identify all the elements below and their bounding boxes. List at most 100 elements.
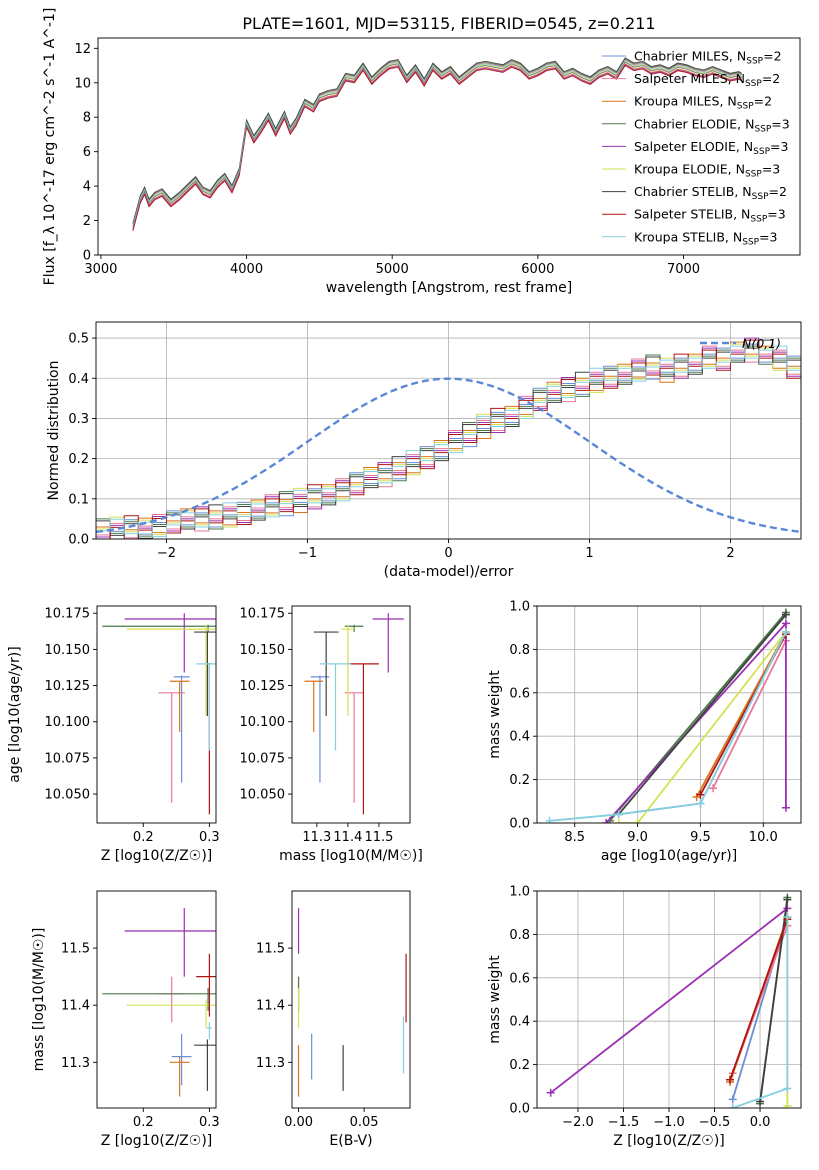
legend-label: Salpeter STELIB, NSSP=3: [634, 207, 786, 225]
model-spectrum-line: [132, 58, 742, 225]
legend-name: Kroupa STELIB, N: [634, 229, 742, 244]
legend-label: Chabrier ELODIE, NSSP=3: [634, 116, 790, 134]
legend-subscript: SSP: [753, 147, 770, 157]
x-axis-label: E(B-V): [329, 1133, 372, 1149]
weight-marker: [709, 784, 717, 793]
y-axis-label: Normed distribution: [46, 361, 62, 501]
mass-vs-ebv-panel: 0.00 0.05 11.3 11.4 11.5 E(B-V): [256, 890, 411, 1149]
y-tick-label: 0.6: [509, 971, 530, 986]
y-tick-label: 10.075: [45, 751, 91, 766]
weight-line: [712, 640, 787, 789]
weight-marker: [696, 790, 705, 799]
y-tick-label: 10.100: [45, 715, 91, 730]
plot-area: [304, 613, 404, 815]
y-tick-label: 11.5: [61, 942, 90, 957]
x-axis-label: (data-model)/error: [384, 564, 514, 580]
legend-count: =2: [769, 184, 787, 199]
y-tick-label: 0.0: [509, 817, 530, 832]
plot-area: [545, 608, 790, 823]
x-tick-label: 0.3: [199, 830, 220, 845]
x-tick-label: −1.5: [608, 1115, 640, 1130]
y-axis-label: mass weight: [487, 670, 503, 759]
axes-frame: [291, 890, 411, 1109]
weight-marker: [783, 1084, 792, 1093]
y-tick-label: 0.3: [68, 412, 89, 427]
x-tick-label: 11.4: [333, 830, 362, 845]
y-tick-label: 0.1: [68, 492, 89, 507]
mass-vs-metallicity-panel: 0.2 0.3 11.3 11.4 11.5 Z [log10(Z/Z☉)] mass [l…: [31, 890, 220, 1149]
weight-line: [695, 631, 787, 798]
axes-frame: [536, 605, 802, 824]
legend-count: =2: [762, 71, 780, 86]
weight-line: [729, 918, 789, 1081]
y-tick-label: 11.4: [256, 999, 285, 1014]
y-tick-label: 0.4: [68, 372, 89, 387]
weight-marker: [783, 913, 792, 922]
y-tick-label: 10.150: [45, 643, 91, 658]
legend-name: Salpeter MILES, N: [634, 71, 745, 86]
model-spectrum-line: [132, 63, 742, 230]
model-spectrum-line: [132, 65, 742, 231]
x-tick-label: 0.2: [133, 830, 154, 845]
weight-marker: [725, 1075, 734, 1084]
y-tick-label: 0.0: [509, 1102, 530, 1117]
y-tick-label: 0.8: [509, 643, 530, 658]
y-tick-label: 1.0: [509, 600, 530, 615]
weight-marker: [728, 1095, 737, 1104]
legend: Chabrier MILES, NSSP=2 Salpeter MILES, N S…: [602, 49, 790, 247]
legend-count: =2: [754, 94, 772, 109]
y-tick-label: 0.8: [509, 928, 530, 943]
weight-marker: [783, 1101, 792, 1108]
y-tick-label: 12: [74, 42, 91, 57]
residual-histogram: [96, 339, 801, 539]
weight-line: [731, 916, 789, 1100]
y-axis-label: mass [log10(M/M☉)]: [31, 928, 47, 1072]
x-tick-label: −2.0: [562, 1115, 594, 1130]
residual-histogram: [96, 345, 801, 537]
residuals-panel: −2 −1 0 1 2 0.0 0.1 0.2 0.3 0.4 0.5 (data-model)/er…: [46, 321, 802, 580]
plot-area: [102, 908, 216, 1097]
x-tick-label: 6000: [521, 262, 554, 277]
x-tick-label: 7000: [667, 262, 700, 277]
legend-name: Salpeter STELIB, N: [634, 207, 750, 222]
weight-marker: [545, 816, 554, 823]
legend-label: Kroupa STELIB, NSSP=3: [634, 229, 778, 247]
x-tick-label: −2: [157, 546, 176, 561]
y-tick-label: 11.3: [256, 1056, 285, 1071]
legend-name: Chabrier STELIB, N: [634, 184, 752, 199]
weight-vs-age-panel: 8.5 9.0 9.5 10.0 0.0 0.2 0.4 0.6 0.8 1.0 age [log1…: [487, 600, 802, 864]
legend-subscript: SSP: [745, 170, 762, 180]
figure-title: PLATE=1601, MJD=53115, FIBERID=0545, z=0…: [242, 14, 655, 33]
x-tick-label: 8.5: [564, 830, 585, 845]
y-tick-label: 10.075: [240, 751, 286, 766]
weight-marker: [781, 619, 790, 628]
x-tick-label: −0.5: [699, 1115, 731, 1130]
y-tick-label: 0.2: [68, 452, 89, 467]
x-tick-label: 11.3: [302, 830, 331, 845]
legend-count: =3: [771, 116, 789, 131]
weight-line: [550, 907, 788, 1094]
y-tick-label: 10: [74, 76, 91, 91]
x-tick-label: 0.05: [350, 1115, 379, 1130]
axes-frame: [291, 605, 411, 824]
x-tick-label: 1: [585, 546, 593, 561]
legend-label: Chabrier MILES, NSSP=2: [634, 49, 782, 67]
model-spectrum-line: [132, 64, 742, 231]
plot-area: [546, 893, 792, 1108]
x-axis-label: Z [log10(Z/Z☉)]: [101, 1133, 213, 1149]
legend-name: Salpeter ELODIE, N: [634, 139, 753, 154]
gaussian-reference-curve: [96, 377, 801, 534]
legend-name: Kroupa ELODIE, N: [634, 162, 745, 177]
y-tick-label: 8: [83, 111, 91, 126]
weight-marker: [633, 819, 642, 823]
x-tick-label: 0.0: [750, 1115, 771, 1130]
weight-line: [549, 631, 787, 822]
legend-subscript: SSP: [750, 215, 767, 225]
x-tick-label: 9.5: [690, 830, 711, 845]
observed-spectrum-line: [132, 61, 742, 228]
y-tick-label: 0.4: [509, 730, 530, 745]
legend-subscript: SSP: [754, 124, 771, 134]
weight-marker: [781, 628, 790, 637]
x-axis-label: Z [log10(Z/Z☉)]: [613, 1133, 725, 1149]
weight-line: [618, 631, 787, 823]
